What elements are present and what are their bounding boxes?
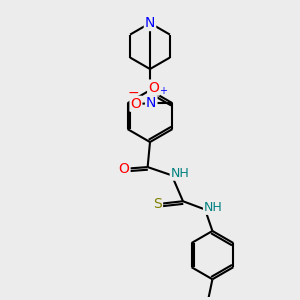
Text: O: O [119, 161, 130, 176]
Text: N: N [145, 16, 155, 30]
Text: −: − [128, 85, 139, 99]
Text: NH: NH [204, 201, 223, 214]
Text: O: O [148, 81, 159, 94]
Text: O: O [130, 97, 141, 111]
Text: NH: NH [171, 167, 189, 180]
Text: +: + [159, 86, 167, 96]
Text: S: S [153, 196, 162, 211]
Text: N: N [146, 96, 156, 110]
